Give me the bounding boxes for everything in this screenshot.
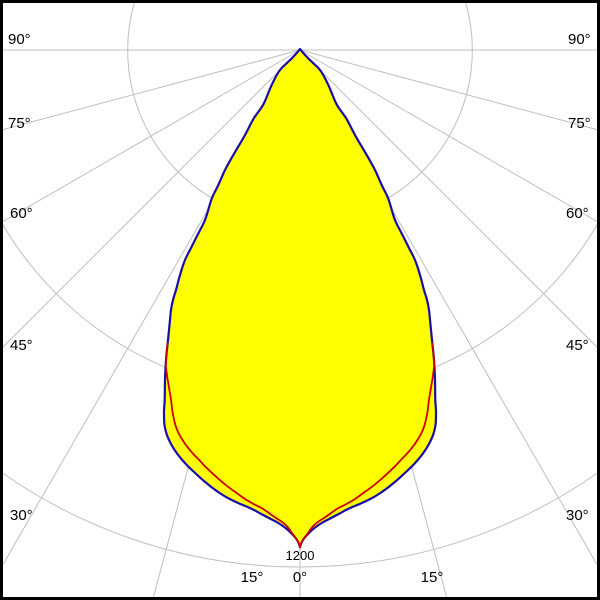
svg-text:15°: 15° [421, 569, 444, 586]
svg-text:60°: 60° [10, 205, 33, 222]
svg-text:30°: 30° [10, 507, 33, 524]
svg-text:45°: 45° [10, 337, 33, 354]
svg-text:15°: 15° [241, 569, 264, 586]
svg-text:90°: 90° [568, 31, 591, 48]
svg-text:30°: 30° [566, 507, 589, 524]
svg-text:90°: 90° [8, 31, 31, 48]
svg-text:75°: 75° [8, 115, 31, 132]
svg-text:45°: 45° [566, 337, 589, 354]
svg-text:0°: 0° [293, 569, 307, 586]
svg-text:75°: 75° [568, 115, 591, 132]
svg-text:60°: 60° [566, 205, 589, 222]
svg-text:1200: 1200 [286, 548, 315, 563]
